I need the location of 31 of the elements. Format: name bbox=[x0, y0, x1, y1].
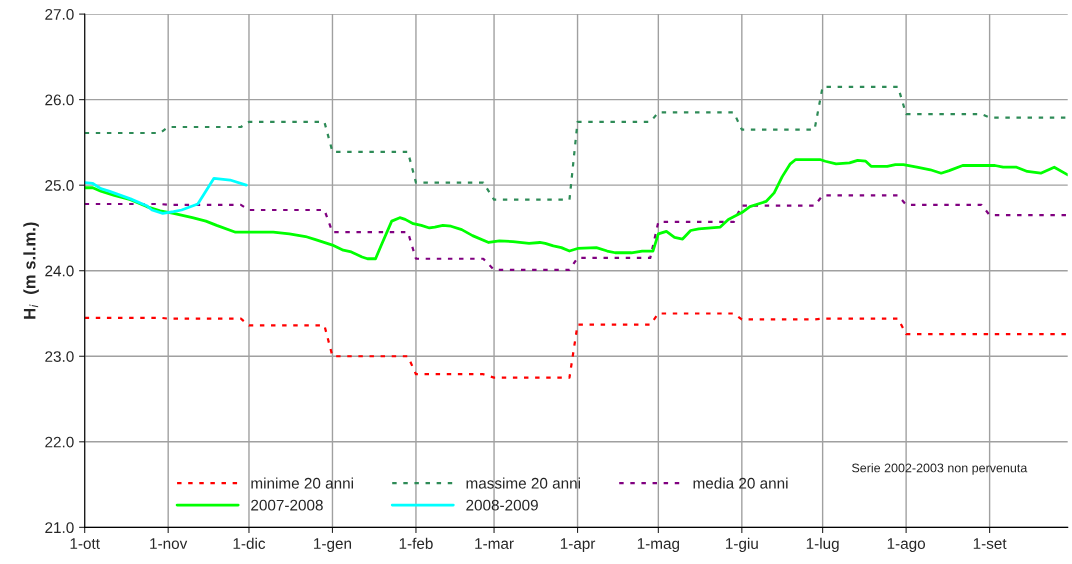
x-tick-label: 1-mar bbox=[475, 538, 514, 549]
x-tick-label: 1-giu bbox=[726, 537, 758, 552]
line-series bbox=[84, 176, 248, 215]
line-series bbox=[84, 312, 1068, 379]
y-tick-label: 27.0 bbox=[45, 8, 74, 20]
y-tick-label: 26.0 bbox=[45, 94, 74, 106]
x-tick-label: 1-set bbox=[973, 538, 1007, 549]
x-tick-label: 1-ott bbox=[70, 538, 100, 549]
x-tick-label: 1-ago bbox=[887, 538, 926, 552]
annotation: Serie 2002-2003 non pervenuta bbox=[852, 463, 1028, 475]
x-tick-label: 1-feb bbox=[399, 537, 433, 549]
legend-label: 2008-2009 bbox=[466, 499, 538, 511]
x-tick-label: 1-nov bbox=[150, 538, 188, 549]
line-series bbox=[84, 85, 1068, 201]
legend-label: minime 20 anni bbox=[251, 477, 353, 489]
line-series bbox=[84, 194, 1068, 271]
y-tick-label: 21.0 bbox=[45, 522, 74, 534]
x-tick-label: 1-gen bbox=[314, 538, 352, 552]
y-tick-label: 22.0 bbox=[45, 436, 74, 448]
line-series bbox=[84, 158, 1068, 261]
y-tick-label: 24.0 bbox=[45, 265, 74, 277]
y-tick-label: 23.0 bbox=[45, 351, 74, 362]
legend-label: massime 20 anni bbox=[466, 477, 580, 489]
x-tick-label: 1-dic bbox=[233, 537, 266, 549]
y-tick-label: 25.0 bbox=[45, 180, 74, 191]
x-tick-label: 1-mag bbox=[637, 538, 680, 552]
legend-label: 2007-2008 bbox=[251, 499, 323, 511]
x-tick-label: 1-lug bbox=[806, 537, 839, 552]
legend-label: media 20 anni bbox=[693, 477, 788, 489]
x-tick-label: 1-apr bbox=[560, 538, 596, 552]
y-axis-title: H$_{i}$ (m s.l.m.) bbox=[23, 222, 39, 319]
